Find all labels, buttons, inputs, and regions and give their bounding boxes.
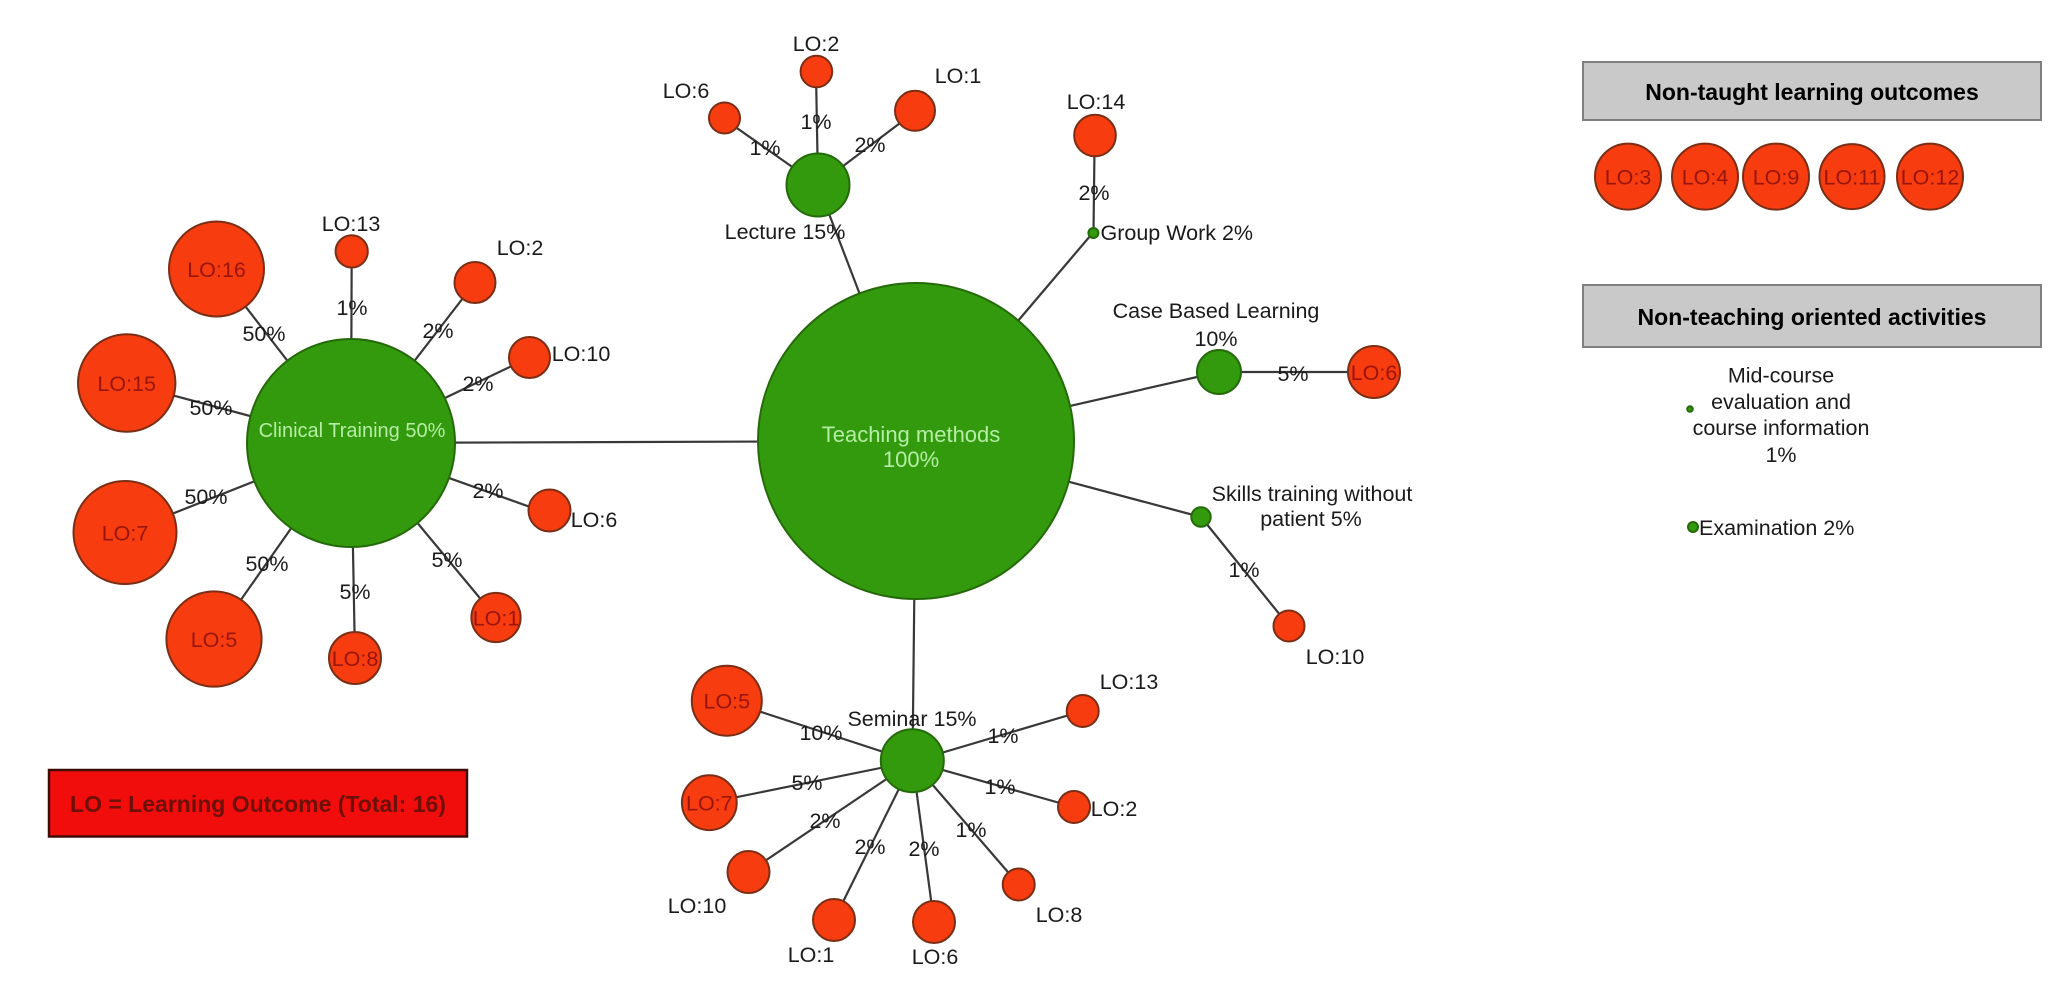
svg-text:Lecture 15%: Lecture 15% [725,220,846,244]
svg-text:LO:7: LO:7 [686,792,733,816]
svg-text:LO:10: LO:10 [1306,645,1365,669]
svg-text:5%: 5% [431,548,462,572]
svg-text:5%: 5% [1277,362,1308,386]
svg-text:LO:5: LO:5 [191,628,238,652]
svg-text:Group Work 2%: Group Work 2% [1101,221,1254,245]
svg-text:2%: 2% [1078,181,1109,205]
svg-text:LO:2: LO:2 [1091,797,1138,821]
svg-text:LO:16: LO:16 [187,258,246,282]
svg-text:LO:5: LO:5 [703,690,750,714]
svg-text:2%: 2% [854,133,885,157]
svg-text:Non-taught learning outcomes: Non-taught learning outcomes [1645,79,1979,105]
svg-text:LO:1: LO:1 [473,607,520,631]
svg-text:Examination 2%: Examination 2% [1699,516,1854,540]
svg-text:1%: 1% [749,136,780,160]
svg-text:Case Based Learning: Case Based Learning [1113,299,1320,323]
svg-text:LO = Learning Outcome (Total:: LO = Learning Outcome (Total: 16) [70,791,446,817]
svg-text:2%: 2% [908,837,939,861]
svg-text:2%: 2% [422,319,453,343]
svg-text:1%: 1% [1228,558,1259,582]
svg-text:Mid-course: Mid-course [1728,364,1834,388]
svg-text:2%: 2% [472,479,503,503]
svg-text:1%: 1% [955,818,986,842]
svg-text:LO:1: LO:1 [935,64,982,88]
svg-text:100%: 100% [883,447,939,472]
svg-text:1%: 1% [800,110,831,134]
svg-text:Skills training without: Skills training without [1212,482,1413,506]
svg-text:LO:4: LO:4 [1682,166,1729,190]
svg-text:LO:10: LO:10 [552,342,611,366]
svg-text:Seminar 15%: Seminar 15% [847,707,976,731]
svg-text:LO:6: LO:6 [663,79,710,103]
svg-text:LO:6: LO:6 [912,945,959,969]
svg-text:LO:13: LO:13 [322,212,381,236]
svg-text:LO:12: LO:12 [1901,166,1960,190]
svg-text:LO:6: LO:6 [1351,361,1398,385]
svg-text:5%: 5% [339,580,370,604]
svg-text:Teaching methods: Teaching methods [822,422,1001,447]
svg-text:1%: 1% [987,724,1018,748]
svg-text:LO:7: LO:7 [102,522,149,546]
svg-text:50%: 50% [189,396,232,420]
svg-text:LO:9: LO:9 [1753,166,1800,190]
svg-text:LO:8: LO:8 [1036,903,1083,927]
svg-text:LO:13: LO:13 [1100,670,1159,694]
svg-text:Clinical Training 50%: Clinical Training 50% [259,420,446,442]
svg-text:50%: 50% [184,485,227,509]
svg-text:50%: 50% [245,552,288,576]
svg-text:LO:14: LO:14 [1067,90,1126,114]
svg-text:Non-teaching oriented activiti: Non-teaching oriented activities [1638,304,1987,330]
svg-text:LO:11: LO:11 [1824,166,1881,190]
svg-text:patient 5%: patient 5% [1260,507,1362,531]
svg-text:evaluation and: evaluation and [1711,390,1851,414]
svg-text:LO:2: LO:2 [497,236,544,260]
svg-text:10%: 10% [1194,327,1237,351]
svg-text:LO:2: LO:2 [793,32,840,56]
svg-text:LO:1: LO:1 [788,943,835,967]
svg-text:LO:15: LO:15 [97,372,156,396]
svg-text:10%: 10% [799,721,842,745]
svg-text:LO:10: LO:10 [668,894,727,918]
svg-text:50%: 50% [242,322,285,346]
svg-text:1%: 1% [984,775,1015,799]
svg-text:1%: 1% [336,296,367,320]
svg-text:2%: 2% [462,372,493,396]
svg-text:course information: course information [1693,416,1870,440]
svg-text:LO:8: LO:8 [332,647,379,671]
svg-text:1%: 1% [1765,443,1796,467]
svg-text:LO:3: LO:3 [1605,166,1652,190]
svg-text:2%: 2% [854,835,885,859]
svg-text:5%: 5% [791,771,822,795]
svg-text:2%: 2% [809,809,840,833]
svg-text:LO:6: LO:6 [571,508,618,532]
